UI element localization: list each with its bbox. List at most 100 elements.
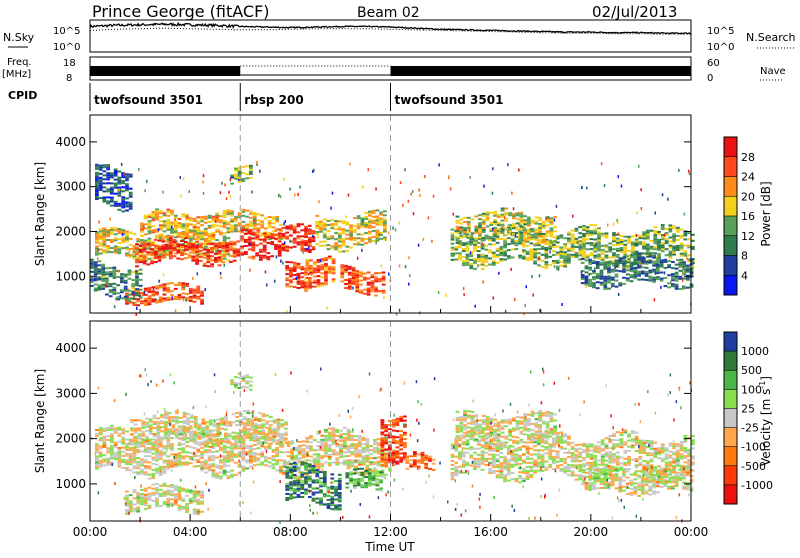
heatmap-cell (323, 475, 327, 477)
heatmap-cell (202, 181, 204, 184)
heatmap-cell (670, 280, 672, 283)
heatmap-cell (249, 242, 251, 245)
heatmap-cell (653, 236, 657, 238)
heatmap-cell (259, 249, 263, 251)
heatmap-cell (350, 447, 354, 449)
heatmap-cell (320, 264, 324, 266)
heatmap-cell (328, 438, 332, 440)
heatmap-cell (235, 436, 239, 438)
heatmap-cell (343, 451, 347, 453)
heatmap-cell (153, 435, 157, 437)
heatmap-cell (128, 270, 132, 272)
heatmap-cell (165, 254, 169, 256)
heatmap-cell (312, 467, 316, 469)
heatmap-cell (362, 459, 366, 461)
heatmap-cell (273, 434, 277, 436)
heatmap-cell (174, 487, 178, 489)
heatmap-cell (223, 232, 227, 234)
heatmap-cell (364, 232, 368, 234)
heatmap-cell (503, 242, 507, 244)
heatmap-cell (458, 252, 462, 254)
heatmap-cell (631, 248, 635, 250)
heatmap-cell (110, 437, 114, 439)
heatmap-cell (520, 214, 524, 216)
heatmap-cell (141, 427, 145, 429)
heatmap-cell (249, 453, 253, 455)
heatmap-cell (118, 433, 122, 435)
heatmap-cell (140, 231, 144, 233)
heatmap-cell (535, 243, 539, 245)
heatmap-cell (354, 451, 358, 453)
heatmap-cell (537, 248, 541, 250)
heatmap-cell (275, 218, 279, 220)
heatmap-cell (338, 496, 342, 498)
heatmap-cell (477, 258, 481, 260)
heatmap-cell (478, 232, 482, 234)
heatmap-cell (189, 229, 193, 231)
heatmap-cell (633, 275, 637, 277)
heatmap-cell (273, 436, 277, 438)
heatmap-cell (267, 242, 271, 244)
heatmap-cell (138, 438, 142, 440)
heatmap-cell (185, 235, 189, 237)
heatmap-cell (633, 255, 637, 257)
heatmap-cell (463, 229, 467, 231)
heatmap-cell (148, 297, 152, 299)
heatmap-cell (188, 254, 192, 256)
heatmap-cell (669, 241, 673, 243)
heatmap-cell (229, 261, 233, 263)
heatmap-cell (238, 472, 242, 474)
heatmap-cell (327, 220, 331, 222)
heatmap-cell (218, 242, 222, 244)
heatmap-cell (676, 239, 680, 241)
heatmap-cell (601, 253, 605, 255)
heatmap-cell (156, 432, 160, 434)
heatmap-cell (675, 278, 679, 280)
heatmap-cell (567, 256, 571, 258)
heatmap-cell (195, 261, 199, 263)
heatmap-cell (145, 426, 149, 428)
heatmap-cell (151, 219, 155, 221)
heatmap-cell (125, 491, 129, 493)
heatmap-cell (364, 482, 368, 484)
heatmap-cell (185, 224, 189, 226)
heatmap-cell (213, 436, 217, 438)
heatmap-cell (155, 470, 159, 472)
heatmap-cell (297, 263, 301, 265)
heatmap-cell (527, 223, 531, 225)
heatmap-cell (324, 265, 328, 267)
heatmap-cell (344, 271, 348, 273)
heatmap-cell (125, 499, 129, 501)
heatmap-cell (298, 457, 302, 459)
heatmap-cell (158, 258, 162, 260)
heatmap-cell (98, 289, 102, 291)
heatmap-cell (645, 253, 649, 255)
heatmap-cell (357, 484, 361, 486)
heatmap-cell (293, 484, 297, 486)
heatmap-cell (95, 198, 99, 200)
power-colorbar-swatch (724, 196, 737, 216)
heatmap-cell (319, 221, 323, 223)
heatmap-cell (462, 264, 466, 266)
heatmap-cell (181, 223, 185, 225)
heatmap-cell (615, 276, 619, 278)
heatmap-cell (133, 510, 137, 512)
heatmap-cell (388, 231, 390, 234)
heatmap-cell (684, 255, 688, 257)
heatmap-cell (302, 453, 306, 455)
heatmap-cell (361, 249, 363, 252)
heatmap-cell (208, 466, 212, 468)
heatmap-cell (155, 302, 159, 304)
heatmap-cell (209, 419, 213, 421)
heatmap-cell (200, 293, 204, 295)
heatmap-cell (230, 231, 234, 233)
heatmap-cell (553, 230, 557, 232)
heatmap-cell (240, 229, 244, 231)
heatmap-cell (156, 417, 160, 419)
heatmap-cell (582, 249, 586, 251)
heatmap-cell (168, 429, 172, 431)
heatmap-cell (372, 220, 376, 222)
heatmap-cell (230, 474, 234, 476)
heatmap-cell (199, 296, 201, 299)
heatmap-cell (358, 464, 362, 466)
